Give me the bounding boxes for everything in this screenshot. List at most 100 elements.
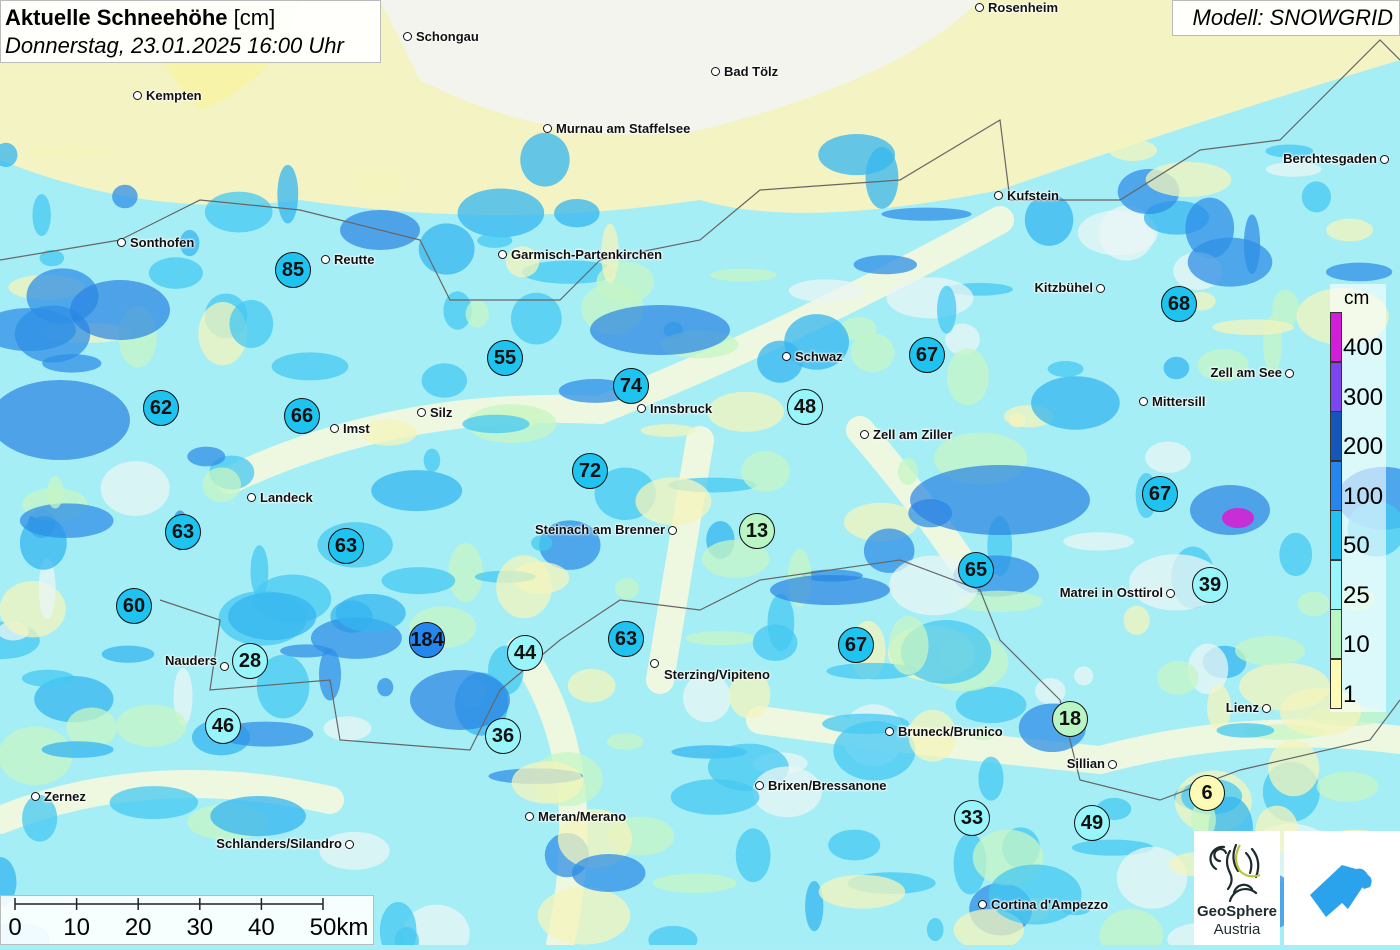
deep-snow-area — [590, 305, 730, 355]
snow-depth-marker[interactable]: 72 — [572, 453, 608, 489]
snow-depth-marker[interactable]: 62 — [143, 390, 179, 426]
snow-depth-marker[interactable]: 55 — [487, 340, 523, 376]
snow-depth-patch — [1326, 218, 1374, 242]
snow-depth-patch — [833, 721, 916, 781]
snow-depth-marker[interactable]: 68 — [1161, 286, 1197, 322]
snow-depth-marker[interactable]: 28 — [232, 643, 268, 679]
snow-depth-marker[interactable]: 44 — [507, 635, 543, 671]
snow-depth-patch — [202, 467, 241, 503]
legend: cm 400 300 200 100 50 25 10 1 — [1330, 284, 1386, 712]
snow-depth-patch — [886, 277, 974, 319]
city-label: Steinach am Brenner — [534, 522, 665, 537]
snow-depth-patch — [381, 567, 456, 595]
snow-depth-marker[interactable]: 184 — [409, 622, 445, 658]
snow-depth-patch — [1145, 441, 1192, 474]
lowland-area — [380, 0, 980, 135]
city-marker-icon — [668, 526, 677, 535]
snow-depth-patch — [897, 458, 919, 486]
snow-depth-patch — [229, 299, 274, 348]
city-label: Reutte — [334, 252, 375, 267]
snow-depth-patch — [635, 477, 712, 526]
scale-label: 30 — [186, 914, 214, 941]
snow-depth-patch — [1047, 360, 1084, 377]
snow-depth-marker[interactable]: 63 — [328, 528, 364, 564]
snow-depth-marker[interactable]: 46 — [205, 708, 241, 744]
snow-depth-marker[interactable]: 63 — [165, 514, 201, 550]
snow-depth-marker[interactable]: 66 — [284, 398, 320, 434]
city-marker-icon — [247, 493, 256, 502]
country-border — [0, 39, 1400, 301]
snow-depth-marker[interactable]: 60 — [116, 588, 152, 624]
scale-bar: 0 10 20 30 40 50km — [0, 895, 374, 945]
snow-depth-marker[interactable]: 48 — [787, 389, 823, 425]
snow-depth-patch — [1279, 532, 1313, 577]
snow-depth-patch — [100, 461, 170, 516]
snow-depth-patch — [606, 733, 644, 750]
scale-label: 20 — [124, 914, 152, 941]
snow-depth-marker[interactable]: 36 — [485, 718, 521, 754]
snow-depth-patch — [22, 795, 58, 842]
city-marker-icon — [417, 408, 426, 417]
city-marker-icon — [498, 250, 507, 259]
snow-depth-patch — [379, 901, 417, 945]
snow-depth-patch — [1024, 193, 1074, 246]
snow-depth-patch — [889, 555, 979, 616]
city-marker-icon — [637, 404, 646, 413]
snow-depth-marker[interactable]: 63 — [608, 621, 644, 657]
snow-depth-patch — [256, 654, 310, 719]
snow-depth-patch — [988, 864, 1082, 925]
snow-depth-patch — [1156, 660, 1199, 695]
snow-depth-marker[interactable]: 67 — [838, 627, 874, 663]
legend-label: 300 — [1343, 383, 1384, 411]
snow-depth-patch — [1268, 739, 1320, 797]
city-label: Lienz — [1225, 700, 1259, 715]
snow-depth-patch — [937, 285, 957, 334]
geosphere-logo-text: GeoSphere — [1196, 903, 1278, 920]
snow-depth-patch — [1265, 144, 1314, 158]
city-label: Innsbruck — [650, 401, 713, 416]
snow-depth-patch — [510, 292, 562, 345]
legend-label: 10 — [1343, 631, 1370, 658]
snow-depth-patch — [32, 194, 51, 237]
snow-depth-marker[interactable]: 85 — [275, 252, 311, 288]
snow-depth-patch — [531, 535, 553, 552]
snow-depth-patch — [423, 448, 441, 473]
city-label: Brixen/Bressanone — [768, 778, 887, 793]
snow-depth-marker[interactable]: 74 — [613, 368, 649, 404]
snow-depth-marker[interactable]: 39 — [1192, 567, 1228, 603]
snow-depth-patch — [217, 721, 314, 747]
snow-depth-marker[interactable]: 6 — [1189, 775, 1225, 811]
city-marker-icon — [321, 255, 330, 264]
snow-depth-marker[interactable]: 49 — [1074, 805, 1110, 841]
snow-depth-marker[interactable]: 67 — [1142, 476, 1178, 512]
snow-depth-patch — [0, 142, 18, 167]
city-label: Nauders — [164, 653, 217, 668]
snow-depth-patch — [39, 249, 65, 267]
snow-depth-patch — [30, 144, 116, 159]
snow-depth-patch — [505, 246, 540, 278]
snow-depth-patch — [112, 184, 138, 209]
snow-depth-marker[interactable]: 67 — [909, 337, 945, 373]
snow-depth-patch — [614, 578, 640, 599]
legend-label: 400 — [1343, 334, 1384, 361]
snow-depth-patch — [204, 191, 273, 233]
snow-depth-marker[interactable]: 13 — [739, 513, 775, 549]
legend-swatch — [1330, 312, 1342, 362]
snow-depth-patch — [465, 300, 489, 328]
snow-depth-patch — [66, 707, 117, 748]
snow-depth-patch — [323, 716, 372, 741]
snow-depth-patch — [173, 667, 193, 726]
snow-depth-patch — [1187, 237, 1273, 287]
scale-label: 0 — [8, 914, 22, 941]
snow-depth-patch — [670, 779, 760, 815]
snow-depth-marker[interactable]: 65 — [958, 552, 994, 588]
title-main: Aktuelle Schneehöhe — [5, 5, 228, 30]
snow-depth-marker[interactable]: 18 — [1052, 701, 1088, 737]
city-marker-icon — [975, 3, 984, 12]
city-label: Berchtesgaden — [1283, 151, 1377, 166]
snow-depth-marker[interactable]: 33 — [954, 800, 990, 836]
snow-depth-patch — [652, 873, 737, 893]
city-marker-icon — [1108, 760, 1117, 769]
city-label: Kufstein — [1007, 188, 1059, 203]
